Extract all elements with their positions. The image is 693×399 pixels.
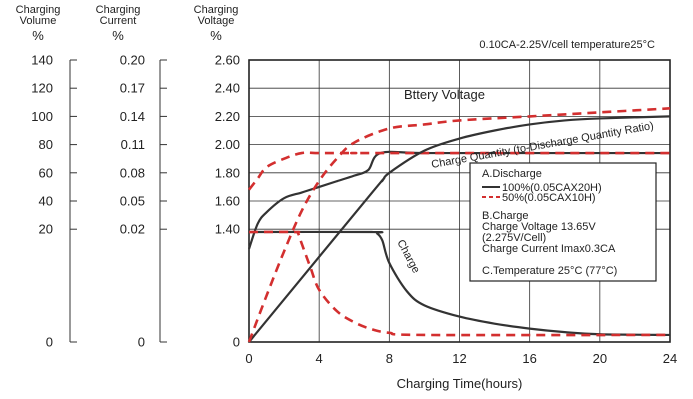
y-tick-label: 0.02: [120, 222, 145, 237]
y-tick-label: 0.05: [120, 194, 145, 209]
legend-charge-line: Charge Current Imax0.3CA: [482, 243, 616, 255]
y-tick-label: 0.17: [120, 81, 145, 96]
y-tick-label: 1.80: [215, 165, 240, 180]
legend-charge-line: (2.275V/Cell): [482, 232, 546, 244]
axis-title-line: Charging: [194, 4, 239, 16]
x-tick-label: 20: [593, 351, 607, 366]
series-line-volume-100: [248, 115, 671, 343]
chart-subtitle: 0.10CA-2.25V/cell temperature25°C: [479, 39, 655, 51]
x-axis-label: Charging Time(hours): [397, 376, 523, 391]
x-tick-label: 12: [452, 351, 466, 366]
y-tick-label: 140: [31, 53, 53, 68]
series-line-current-50: [248, 230, 671, 337]
axis-unit: %: [210, 28, 222, 43]
series-line-voltage-100: [247, 150, 670, 250]
legend-box: [469, 162, 657, 282]
axis-title-line: Charging: [96, 4, 141, 16]
y-tick-label: 120: [31, 81, 53, 96]
y-tick-label: 0.14: [120, 109, 145, 124]
axis-title-line: Current: [100, 15, 137, 27]
y-tick-label: 2.00: [215, 137, 240, 152]
y-tick-label: 2.20: [215, 109, 240, 124]
series-line-voltage-50: [247, 151, 670, 191]
y-tick-label: 0: [46, 335, 53, 350]
plot-frame: [248, 59, 671, 343]
y-tick-label: 0.20: [120, 53, 145, 68]
series-line-volume-50: [247, 107, 671, 343]
y-tick-label: 2.40: [215, 81, 240, 96]
y-tick-label: 100: [31, 109, 53, 124]
y-tick-label: 80: [39, 137, 53, 152]
axis-unit: %: [112, 28, 124, 43]
x-tick-label: 8: [386, 351, 393, 366]
y-tick-label: 60: [39, 165, 53, 180]
axis-unit: %: [32, 28, 44, 43]
axis-title-line: Volume: [20, 15, 57, 27]
y-tick-label: 0.08: [120, 165, 145, 180]
y-tick-label: 20: [39, 222, 53, 237]
legend-charge-line: B.Charge: [482, 210, 528, 222]
annotation-battery-voltage: Bttery Voltage: [404, 87, 485, 102]
legend-entry-100: 100%(0.05CAX20H): [502, 182, 602, 194]
axis-title-line: Voltage: [198, 15, 235, 27]
y-tick-label: 0.11: [121, 137, 145, 152]
legend-entry-50: 50%(0.05CAX10H): [502, 192, 596, 204]
annotation-charge: Charge: [394, 238, 422, 275]
legend-charge-line: Charge Voltage 13.65V: [482, 221, 596, 233]
y-tick-label: 1.60: [215, 194, 240, 209]
series-line-current-100: [248, 230, 671, 337]
x-tick-label: 24: [663, 351, 677, 366]
y-tick-label: 40: [39, 194, 53, 209]
x-tick-label: 16: [522, 351, 536, 366]
y-tick-label: 2.60: [215, 53, 240, 68]
legend-temperature: C.Temperature 25°C (77°C): [482, 265, 617, 277]
y-tick-label: 1.40: [215, 222, 240, 237]
x-tick-label: 4: [316, 351, 323, 366]
legend-discharge-title: A.Discharge: [482, 168, 542, 180]
x-tick-label: 0: [245, 351, 252, 366]
y-tick-label: 0: [138, 335, 145, 350]
axis-title-line: Charging: [16, 4, 61, 16]
y-tick-label: 0: [233, 335, 240, 350]
